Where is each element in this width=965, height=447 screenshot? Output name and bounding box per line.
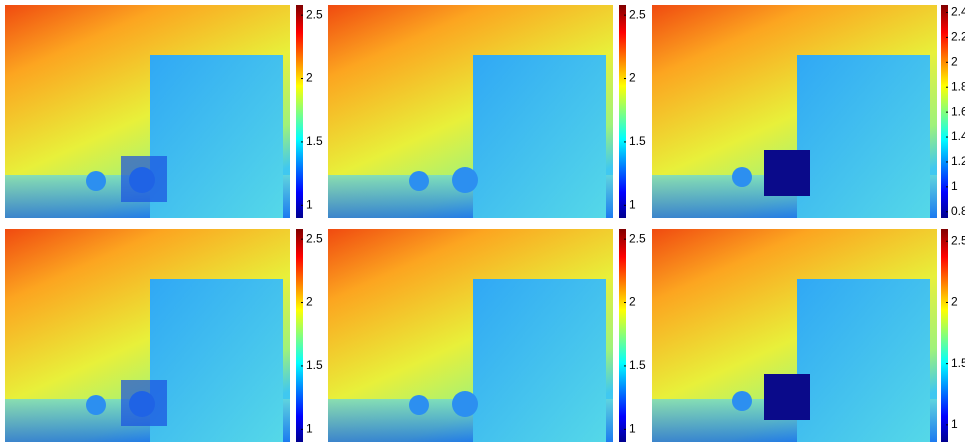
wall [150,55,283,218]
sphere [732,391,752,411]
colorbar-tick-label: 1.5 [629,134,646,148]
colorbar-tick-label: 1.5 [951,356,965,370]
sphere [86,395,106,415]
colorbar [941,229,948,442]
patch [764,150,810,196]
colorbar-tick-label: 1 [951,417,958,431]
colorbar-tick-label: 0.8 [951,204,965,218]
colorbar-tick-label: 1.5 [306,134,323,148]
colorbar-tick-label: 2 [306,71,313,85]
patch [121,380,167,426]
colorbar [296,229,303,442]
colorbar-tick-label: 1.4 [951,129,965,143]
patch [121,156,167,202]
colorbar-tick-label: 1.5 [629,358,646,372]
colorbar-tick-label: 2 [951,295,958,309]
wall [150,279,283,442]
sphere [452,391,478,417]
colorbar-tick-label: 2.5 [629,231,646,245]
depth-image [328,229,613,442]
wall [473,55,606,218]
colorbar-tick-label: 1 [629,197,636,211]
colorbar [296,5,303,218]
colorbar-tick-label: 2 [629,295,636,309]
colorbar-tick-label: 2.4 [951,5,965,19]
depth-image [652,5,937,218]
depth-image [328,5,613,218]
wall [797,55,930,218]
colorbar-tick-label: 1.2 [951,154,965,168]
sphere [86,171,106,191]
colorbar-tick-label: 2 [306,295,313,309]
patch [764,374,810,420]
sphere [732,167,752,187]
colorbar [619,5,626,218]
colorbar-tick-label: 2.5 [629,7,646,21]
colorbar-tick-label: 1 [306,197,313,211]
colorbar-tick-label: 1 [629,421,636,435]
colorbar-tick-label: 2 [951,54,958,68]
colorbar-tick-label: 1.8 [951,79,965,93]
colorbar [619,229,626,442]
colorbar-tick-label: 2.2 [951,30,965,44]
sphere [409,171,429,191]
wall [797,279,930,442]
depth-image [5,5,290,218]
colorbar-tick-label: 1 [951,179,958,193]
sphere [409,395,429,415]
depth-image [5,229,290,442]
sphere [452,167,478,193]
figure: 1 1.5 2 2.5 1 1.5 2 2.5 0.8 1 1.2 1.4 1.6 1.8 2 2.2 2.4 1… [0,0,965,447]
colorbar-tick-label: 2.5 [951,233,965,247]
depth-image [652,229,937,442]
colorbar-tick-label: 2 [629,71,636,85]
colorbar-tick-label: 2.5 [306,7,323,21]
colorbar-tick-label: 1.6 [951,104,965,118]
colorbar-tick-label: 1.5 [306,358,323,372]
colorbar-tick-label: 2.5 [306,231,323,245]
colorbar-tick-label: 1 [306,421,313,435]
wall [473,279,606,442]
